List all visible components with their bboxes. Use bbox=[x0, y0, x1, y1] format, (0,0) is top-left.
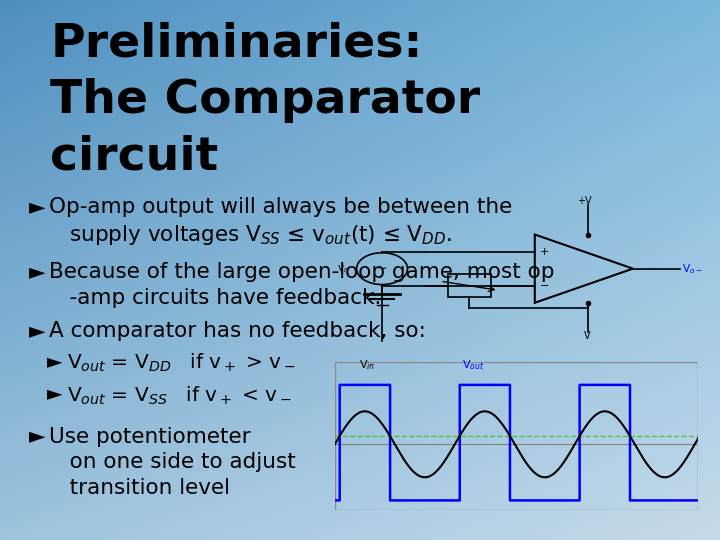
Text: ►: ► bbox=[29, 262, 45, 282]
Text: ►: ► bbox=[29, 321, 45, 341]
Text: A comparator has no feedback, so:: A comparator has no feedback, so: bbox=[49, 321, 426, 341]
Text: ~: ~ bbox=[377, 262, 387, 275]
Text: Because of the large open-loop game, most op
   -amp circuits have feedback.: Because of the large open-loop game, mos… bbox=[49, 262, 554, 307]
Bar bbox=[335, 362, 698, 510]
Text: V$_{out}$ = V$_{DD}$   if v$_+$ > v$_-$: V$_{out}$ = V$_{DD}$ if v$_+$ > v$_-$ bbox=[67, 352, 295, 374]
Text: ►: ► bbox=[47, 384, 63, 403]
Text: V$_{in}$: V$_{in}$ bbox=[359, 358, 376, 372]
Text: The Comparator: The Comparator bbox=[50, 78, 480, 123]
Text: circuit: circuit bbox=[50, 135, 219, 180]
Text: Use potentiometer
   on one side to adjust
   transition level: Use potentiometer on one side to adjust … bbox=[49, 427, 296, 498]
Text: +: + bbox=[540, 247, 549, 256]
Text: V: V bbox=[584, 332, 591, 341]
Text: −: − bbox=[540, 281, 549, 291]
Text: Preliminaries:: Preliminaries: bbox=[50, 22, 423, 66]
Text: Op-amp output will always be between the
   supply voltages V$_{SS}$ ≤ v$_{out}$: Op-amp output will always be between the… bbox=[49, 197, 512, 247]
Text: +V: +V bbox=[577, 196, 591, 206]
Text: v$_n$: v$_n$ bbox=[337, 263, 349, 274]
Text: ►: ► bbox=[29, 197, 45, 217]
Text: ►: ► bbox=[47, 352, 63, 371]
Bar bbox=[448, 274, 491, 297]
Text: V$_{o-}$: V$_{o-}$ bbox=[682, 262, 703, 275]
Text: V$_{out}$ = V$_{SS}$   if v$_+$ < v$_-$: V$_{out}$ = V$_{SS}$ if v$_+$ < v$_-$ bbox=[67, 384, 292, 407]
Text: V$_{out}$: V$_{out}$ bbox=[462, 358, 485, 372]
Text: ►: ► bbox=[29, 427, 45, 447]
